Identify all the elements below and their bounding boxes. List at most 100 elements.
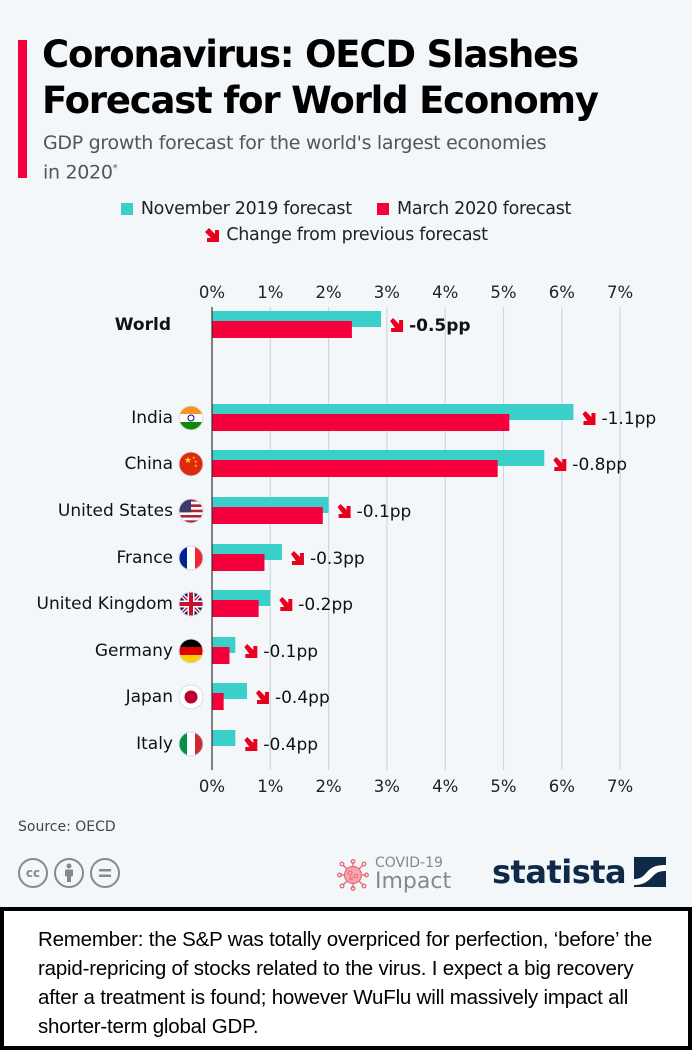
flag-stripe [179, 520, 203, 523]
change-label: -1.1pp [601, 409, 656, 429]
legend-swatch-teal [120, 203, 133, 215]
category-label: India [131, 408, 173, 428]
flag-body [179, 499, 203, 523]
x-tick-label-bottom: 1% [257, 777, 283, 796]
x-tick-label-bottom: 0% [199, 777, 225, 796]
license-icons: cc [18, 858, 120, 888]
us-flag-icon [178, 498, 204, 524]
flag-stripe [179, 546, 187, 570]
flag-stripe [179, 655, 203, 663]
bar-mar-2020 [212, 414, 510, 431]
x-tick-label-bottom: 4% [432, 777, 458, 796]
flag-stripe [179, 639, 203, 647]
bar-mar-2020 [212, 600, 259, 617]
legend-item-change: Change from previous forecast [204, 225, 488, 245]
no-derivatives-icon[interactable] [90, 858, 120, 888]
flag-body [179, 546, 203, 570]
flag-stripe [195, 732, 203, 756]
change-label: -0.8pp [572, 455, 627, 475]
germany-flag-icon [178, 638, 204, 664]
legend-swatch-red [377, 203, 390, 215]
down-right-arrow-icon [337, 504, 351, 518]
flag-outline [178, 638, 204, 664]
category-label: France [116, 548, 173, 568]
flag-body: ★ ★★★ [179, 452, 203, 476]
bar-mar-2020 [212, 460, 498, 477]
category-label: Germany [95, 641, 173, 661]
flag-stripe [195, 546, 203, 570]
change-indicator: -0.4pp [255, 688, 330, 708]
category-label: United Kingdom [37, 594, 173, 614]
commentary-box: Remember: the S&P was totally overpriced… [0, 907, 692, 1050]
x-tick-label-top: 5% [490, 283, 516, 302]
x-tick-label-top: 3% [374, 283, 400, 302]
gridlines [269, 307, 621, 770]
down-right-arrow-icon [244, 737, 258, 751]
x-tick-label-top: 2% [316, 283, 342, 302]
flag-icons: ★ ★★★ [178, 405, 204, 757]
chart-title: Coronavirus: OECD Slashes Forecast for W… [42, 33, 599, 122]
subtitle-text: GDP growth forecast for the world's larg… [43, 132, 547, 184]
japan-flag-icon [178, 684, 204, 710]
bar-nov-2019 [212, 730, 236, 746]
uk-flag-icon [178, 591, 204, 617]
flag-stripe [179, 512, 203, 515]
change-label: -0.1pp [357, 502, 412, 522]
x-tick-label-top: 6% [549, 283, 575, 302]
change-indicator: -0.8pp [553, 455, 627, 475]
flag-outline [178, 684, 204, 710]
bars [212, 311, 574, 746]
down-right-arrow-icon [244, 644, 258, 658]
legend-item-mar-2020: March 2020 forecast [377, 199, 571, 219]
flag-star: ★ [184, 456, 192, 466]
attribution-icon[interactable] [54, 858, 84, 888]
x-tick-label-bottom: 6% [549, 777, 575, 796]
change-label: -0.4pp [275, 688, 330, 708]
x-tick-label-bottom: 5% [490, 777, 516, 796]
covid-line1: COVID-19 [375, 855, 443, 871]
change-label: -0.4pp [263, 735, 318, 755]
flag-stripe [179, 515, 203, 518]
bar-mar-2020 [212, 693, 224, 710]
creative-commons-icon[interactable]: cc [18, 858, 48, 888]
change-indicator: -1.1pp [582, 409, 656, 429]
category-labels: World India China United States France United… [37, 315, 174, 754]
statista-brand[interactable]: statista [492, 853, 667, 891]
flag-wheel [187, 414, 195, 422]
down-right-arrow-icon [390, 318, 404, 332]
flag-stripe [179, 647, 203, 655]
flag-sun [184, 690, 198, 704]
x-tick-label-bottom: 2% [316, 777, 342, 796]
x-axis-bottom-ticks: 0% 1% 2% 3% 4% 5% 6% 7% [199, 777, 633, 796]
flag-stripe [179, 452, 203, 476]
flag-stripe [187, 546, 195, 570]
category-label: United States [58, 501, 173, 521]
flag-body [179, 592, 203, 616]
title-accent-bar [18, 40, 27, 178]
category-label: World [115, 315, 171, 335]
legend-label: March 2020 forecast [397, 199, 572, 219]
x-tick-label-bottom: 3% [374, 777, 400, 796]
flag-star: ★ [192, 455, 196, 460]
category-label: Japan [125, 687, 173, 707]
virus-icon [337, 858, 369, 891]
down-right-arrow-icon [582, 411, 596, 425]
statista-logo-icon [634, 857, 667, 887]
change-indicator: -0.3pp [290, 549, 365, 569]
flag-stripe [179, 517, 203, 521]
down-right-arrow-icon [255, 690, 269, 704]
bar-mar-2020 [212, 321, 352, 338]
change-label: -0.2pp [298, 595, 353, 615]
flag-stripe [179, 422, 203, 430]
x-tick-label-bottom: 7% [607, 777, 633, 796]
covid-line2: Impact [375, 869, 452, 894]
change-label: -0.1pp [263, 642, 318, 662]
flag-outline [178, 591, 204, 617]
down-right-arrow-icon [279, 597, 293, 611]
x-tick-label-top: 1% [257, 283, 283, 302]
change-indicator: -0.1pp [337, 502, 412, 522]
x-tick-label-top: 4% [432, 283, 458, 302]
italy-flag-icon [178, 731, 204, 757]
flag-stripe [179, 406, 203, 414]
flag-body [179, 639, 203, 663]
